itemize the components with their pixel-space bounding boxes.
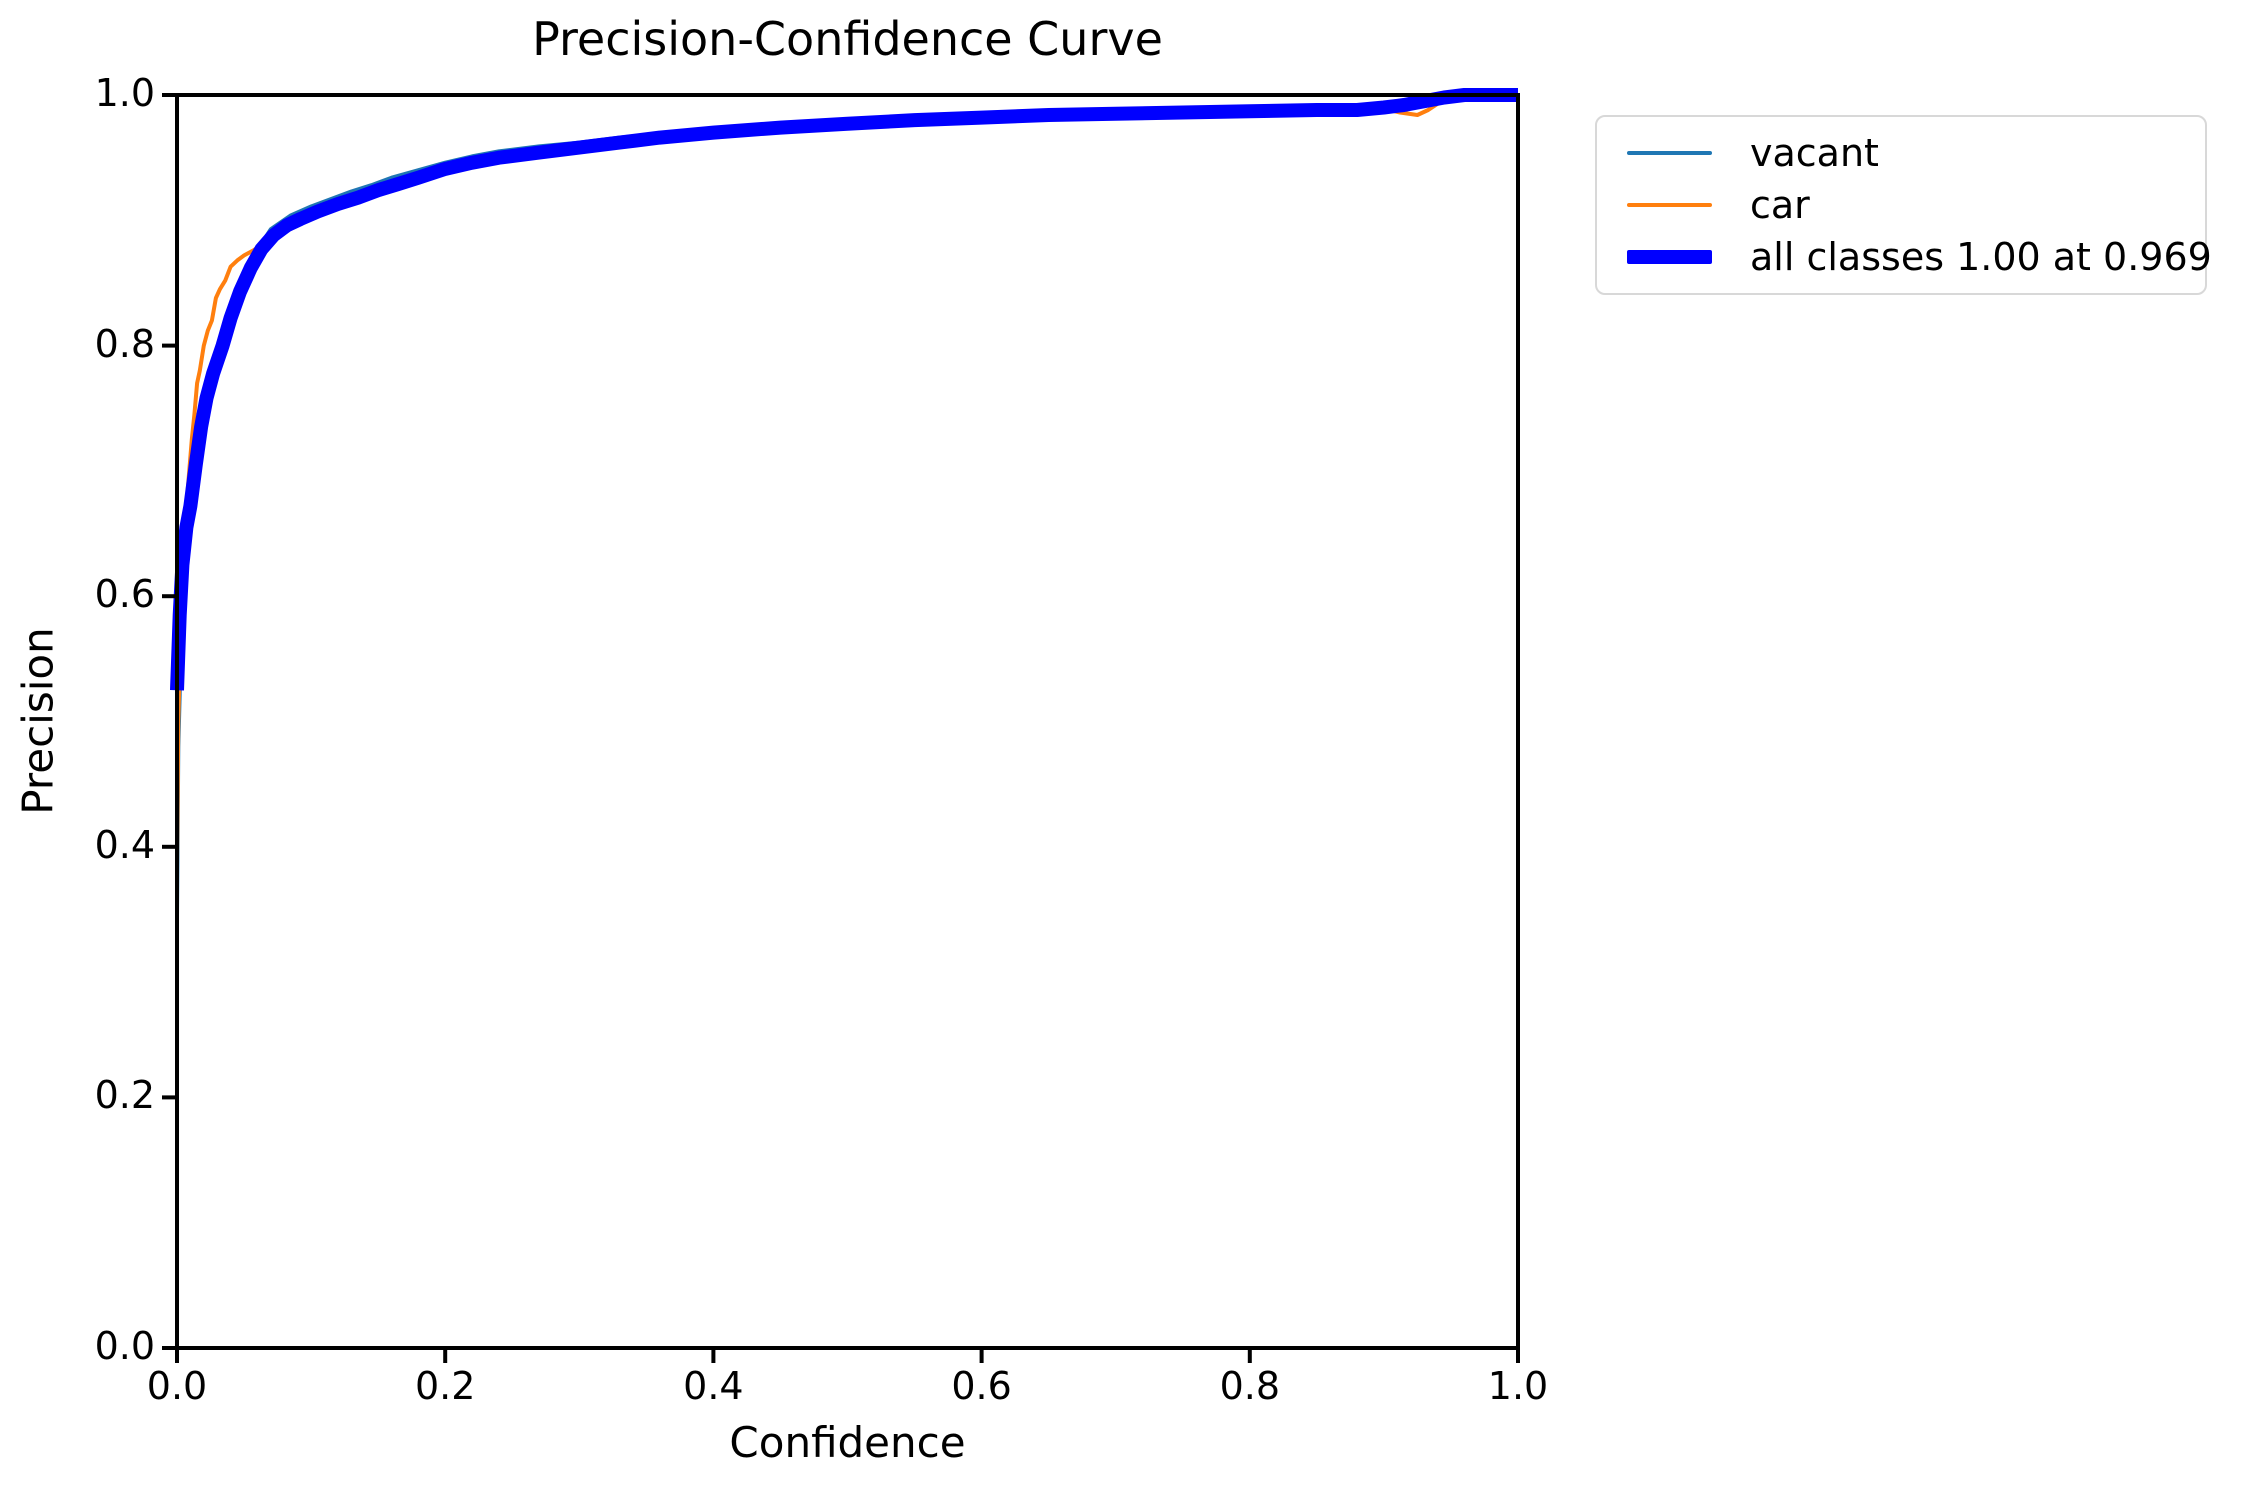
legend-label: all classes 1.00 at 0.969 bbox=[1750, 235, 2212, 279]
series-line-car bbox=[175, 93, 1518, 865]
y-tick-label: 0.4 bbox=[94, 822, 155, 867]
y-tick-label: 0.8 bbox=[94, 321, 155, 366]
legend: vacant car all classes 1.00 at 0.969 bbox=[1595, 115, 2212, 295]
legend-item-car: car bbox=[1597, 179, 2205, 231]
legend-label: vacant bbox=[1750, 131, 1879, 175]
y-tick-label: 0.6 bbox=[94, 571, 155, 616]
vacant-line-swatch bbox=[1627, 151, 1712, 155]
x-tick-label: 0.0 bbox=[146, 1364, 208, 1408]
car-line-swatch bbox=[1627, 203, 1712, 207]
y-axis-label: Precision bbox=[13, 627, 63, 815]
axes-spines bbox=[175, 93, 1520, 1350]
legend-item-vacant: vacant bbox=[1597, 127, 2205, 179]
legend-label: car bbox=[1750, 183, 1810, 227]
x-tick-label: 1.0 bbox=[1487, 1364, 1549, 1408]
x-tick-label: 0.2 bbox=[414, 1364, 476, 1408]
y-tick-label: 0.0 bbox=[94, 1323, 155, 1368]
all-classes-line-swatch bbox=[1627, 250, 1712, 264]
x-tick-label: 0.6 bbox=[951, 1364, 1012, 1408]
y-tick-label: 0.2 bbox=[94, 1073, 155, 1118]
series-line-vacant bbox=[175, 93, 1518, 916]
legend-item-all-classes: all classes 1.00 at 0.969 bbox=[1597, 231, 2212, 283]
x-tick-label: 0.4 bbox=[683, 1364, 744, 1408]
x-axis-label: Confidence bbox=[729, 1418, 966, 1467]
x-tick-label: 0.8 bbox=[1219, 1364, 1281, 1408]
y-tick-label: 1.0 bbox=[94, 70, 155, 115]
chart-title: Precision-Confidence Curve bbox=[532, 12, 1163, 66]
series-line-all-classes bbox=[170, 88, 1518, 691]
